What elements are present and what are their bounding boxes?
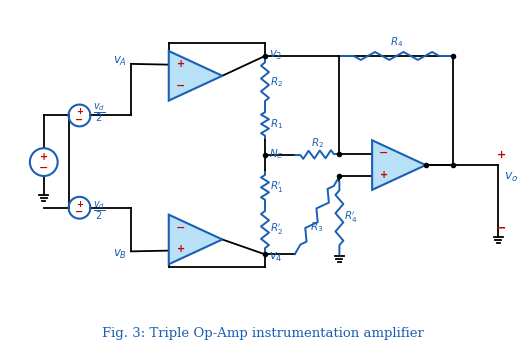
Text: −: −	[496, 221, 506, 234]
Text: $N_C$: $N_C$	[269, 147, 284, 161]
Text: $R_1$: $R_1$	[270, 117, 283, 131]
Text: −: −	[176, 81, 186, 91]
Text: $\dfrac{v_d}{2}$: $\dfrac{v_d}{2}$	[93, 199, 106, 222]
Text: $R_2'$: $R_2'$	[270, 222, 283, 237]
Text: −: −	[39, 163, 48, 173]
Text: $R_4'$: $R_4'$	[344, 210, 358, 226]
Text: $R_2$: $R_2$	[270, 75, 283, 88]
Text: $v_3$: $v_3$	[269, 49, 282, 61]
Text: $R_4$: $R_4$	[390, 35, 403, 49]
Text: $R_1'$: $R_1'$	[270, 180, 283, 195]
Text: −: −	[379, 148, 389, 158]
Text: $v_o$: $v_o$	[504, 170, 519, 184]
Polygon shape	[169, 215, 222, 264]
Text: +: +	[76, 200, 83, 209]
Text: $v_B$: $v_B$	[113, 248, 127, 261]
Text: +: +	[177, 244, 185, 254]
Text: $\dfrac{v_d}{2}$: $\dfrac{v_d}{2}$	[93, 101, 106, 124]
Text: $R_2$: $R_2$	[310, 136, 324, 150]
Text: $v_A$: $v_A$	[113, 56, 127, 68]
Text: +: +	[76, 108, 83, 117]
Text: +: +	[177, 59, 185, 69]
Text: +: +	[496, 150, 506, 160]
Text: −: −	[75, 115, 84, 125]
Text: +: +	[380, 170, 388, 180]
Text: $v_4$: $v_4$	[269, 251, 282, 264]
Polygon shape	[169, 51, 222, 101]
Text: −: −	[176, 222, 186, 232]
Text: Fig. 3: Triple Op-Amp instrumentation amplifier: Fig. 3: Triple Op-Amp instrumentation am…	[102, 327, 424, 340]
Text: −: −	[75, 207, 84, 217]
Polygon shape	[372, 140, 426, 190]
Text: $R_3$: $R_3$	[310, 220, 324, 234]
Text: +: +	[40, 152, 48, 162]
